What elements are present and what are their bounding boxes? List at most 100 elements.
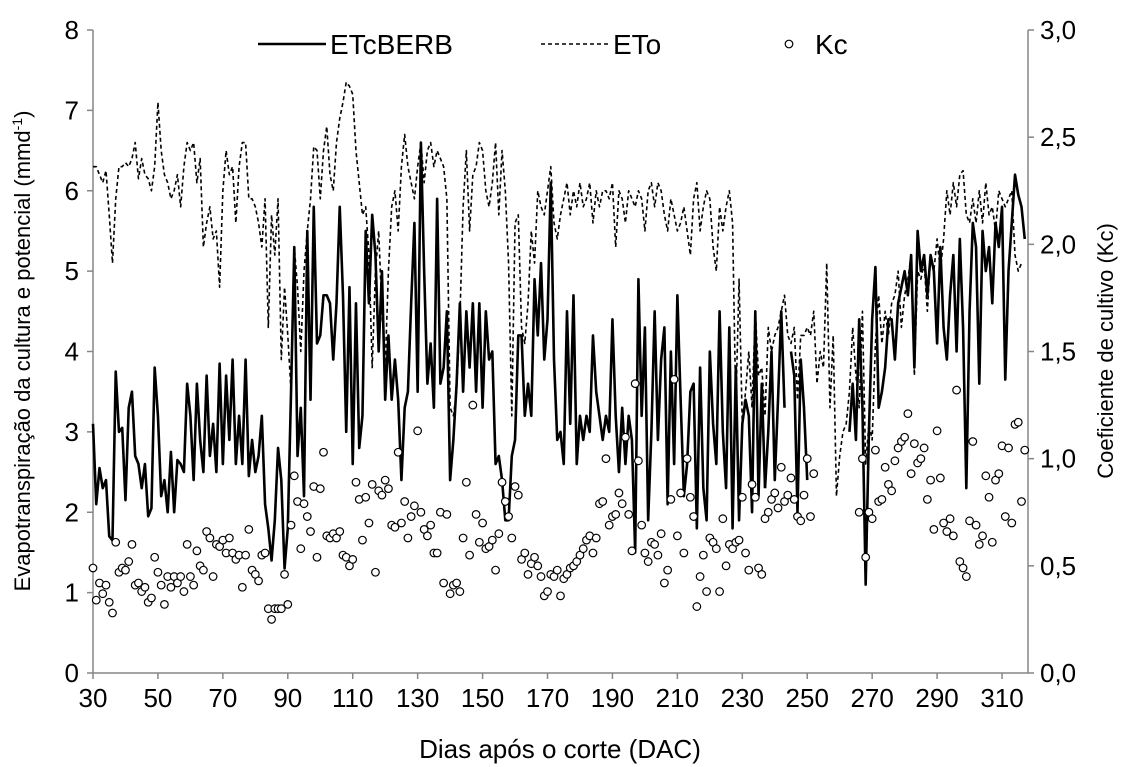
kc-point [487, 535, 497, 545]
kc-point [296, 544, 306, 554]
kc-point [474, 537, 484, 547]
y-left-axis-title-sup: -1 [9, 118, 25, 131]
series-etcberb-line [789, 351, 809, 514]
kc-point [630, 379, 640, 389]
kc-point [371, 567, 380, 577]
kc-point [367, 479, 377, 489]
kc-point [916, 454, 926, 464]
kc-point [750, 492, 760, 502]
kc-point [744, 565, 754, 575]
kc-point [650, 540, 660, 549]
kc-point [689, 512, 699, 521]
kc-point [591, 533, 601, 543]
kc-point [757, 570, 767, 579]
kc-point [160, 600, 169, 609]
x-tick-label: 290 [915, 683, 958, 713]
kc-point [981, 471, 991, 481]
kc-point [468, 400, 478, 410]
kc-point [621, 432, 630, 442]
x-tick-label: 170 [526, 683, 569, 713]
kc-point [715, 587, 724, 596]
kc-point [887, 486, 897, 496]
kc-point [961, 572, 971, 581]
x-axis-title: Dias após o corte (DAC) [419, 734, 701, 764]
y-right-ticks: 0,0 0,5 1,0 1,5 2,0 2,5 3,0 [1028, 15, 1076, 688]
x-tick-label: 50 [143, 683, 172, 713]
kc-point [627, 546, 637, 556]
kc-point [127, 540, 137, 549]
kc-point [237, 582, 247, 592]
kc-point [306, 527, 315, 536]
y-left-axis-title-main: Evapotranspiração da cultura e potencial… [10, 130, 35, 591]
kc-point [718, 514, 728, 524]
kc-point [880, 462, 890, 472]
legend-eto-label: ETo [613, 29, 661, 60]
kc-point [809, 469, 819, 479]
kc-point [763, 507, 773, 517]
kc-point [624, 509, 634, 519]
kc-point [682, 454, 692, 464]
kc-point [88, 563, 98, 573]
kc-point [289, 471, 299, 481]
y-right-axis-title: Coeficiente de cultivo (Kc) [1093, 223, 1118, 479]
y-left-tick-label: 8 [65, 15, 79, 45]
kc-point [786, 473, 796, 483]
kc-point [922, 494, 932, 504]
kc-point [179, 587, 189, 596]
legend: ETcBERB ETo Kc [250, 22, 870, 62]
kc-point [903, 409, 913, 419]
kc-point [604, 520, 614, 530]
kc-point [413, 426, 423, 436]
y-right-tick-label: 2,0 [1040, 229, 1076, 259]
y-left-ticks: 0 1 2 3 4 5 6 7 8 [65, 15, 93, 688]
kc-point [737, 492, 747, 502]
kc-point [497, 477, 507, 487]
kc-point [319, 447, 328, 457]
y-left-tick-label: 7 [65, 95, 79, 125]
kc-point [906, 469, 916, 479]
kc-point [601, 454, 611, 464]
kc-point [556, 591, 565, 601]
y-left-tick-label: 6 [65, 176, 79, 206]
kc-point [770, 488, 780, 498]
kc-point [150, 552, 160, 562]
kc-point [968, 437, 978, 446]
kc-point [478, 518, 487, 528]
x-tick-label: 90 [273, 683, 302, 713]
kc-point [734, 535, 744, 545]
kc-point [666, 494, 676, 504]
kc-point [614, 488, 624, 498]
kc-point [504, 512, 513, 521]
kc-point [224, 533, 234, 543]
kc-point [134, 578, 143, 588]
kc-point [244, 525, 254, 534]
kc-point [861, 552, 871, 562]
kc-point [500, 497, 510, 506]
x-tick-label: 230 [721, 683, 764, 713]
kc-point [919, 443, 929, 453]
kc-point [403, 533, 413, 543]
kc-point [121, 565, 130, 575]
kc-point [461, 477, 471, 487]
kc-point [276, 604, 286, 614]
kc-point [361, 492, 371, 502]
x-tick-label: 270 [850, 683, 893, 713]
kc-point [302, 512, 312, 521]
kc-point [1020, 445, 1030, 455]
x-tick-label: 310 [980, 683, 1023, 713]
kc-point [198, 565, 208, 575]
kc-point [637, 520, 647, 530]
kc-point [455, 587, 465, 596]
kc-point [153, 567, 163, 577]
kc-point [426, 520, 436, 530]
kc-point [783, 490, 793, 500]
kc-point [679, 548, 689, 558]
series-etcberb-line [763, 310, 786, 489]
legend-etc-label: ETcBERB [330, 29, 453, 60]
kc-point [978, 531, 987, 541]
kc-point [533, 561, 543, 571]
kc-point [416, 507, 426, 517]
kc-point [406, 512, 416, 521]
series-eto-line [93, 81, 1023, 497]
